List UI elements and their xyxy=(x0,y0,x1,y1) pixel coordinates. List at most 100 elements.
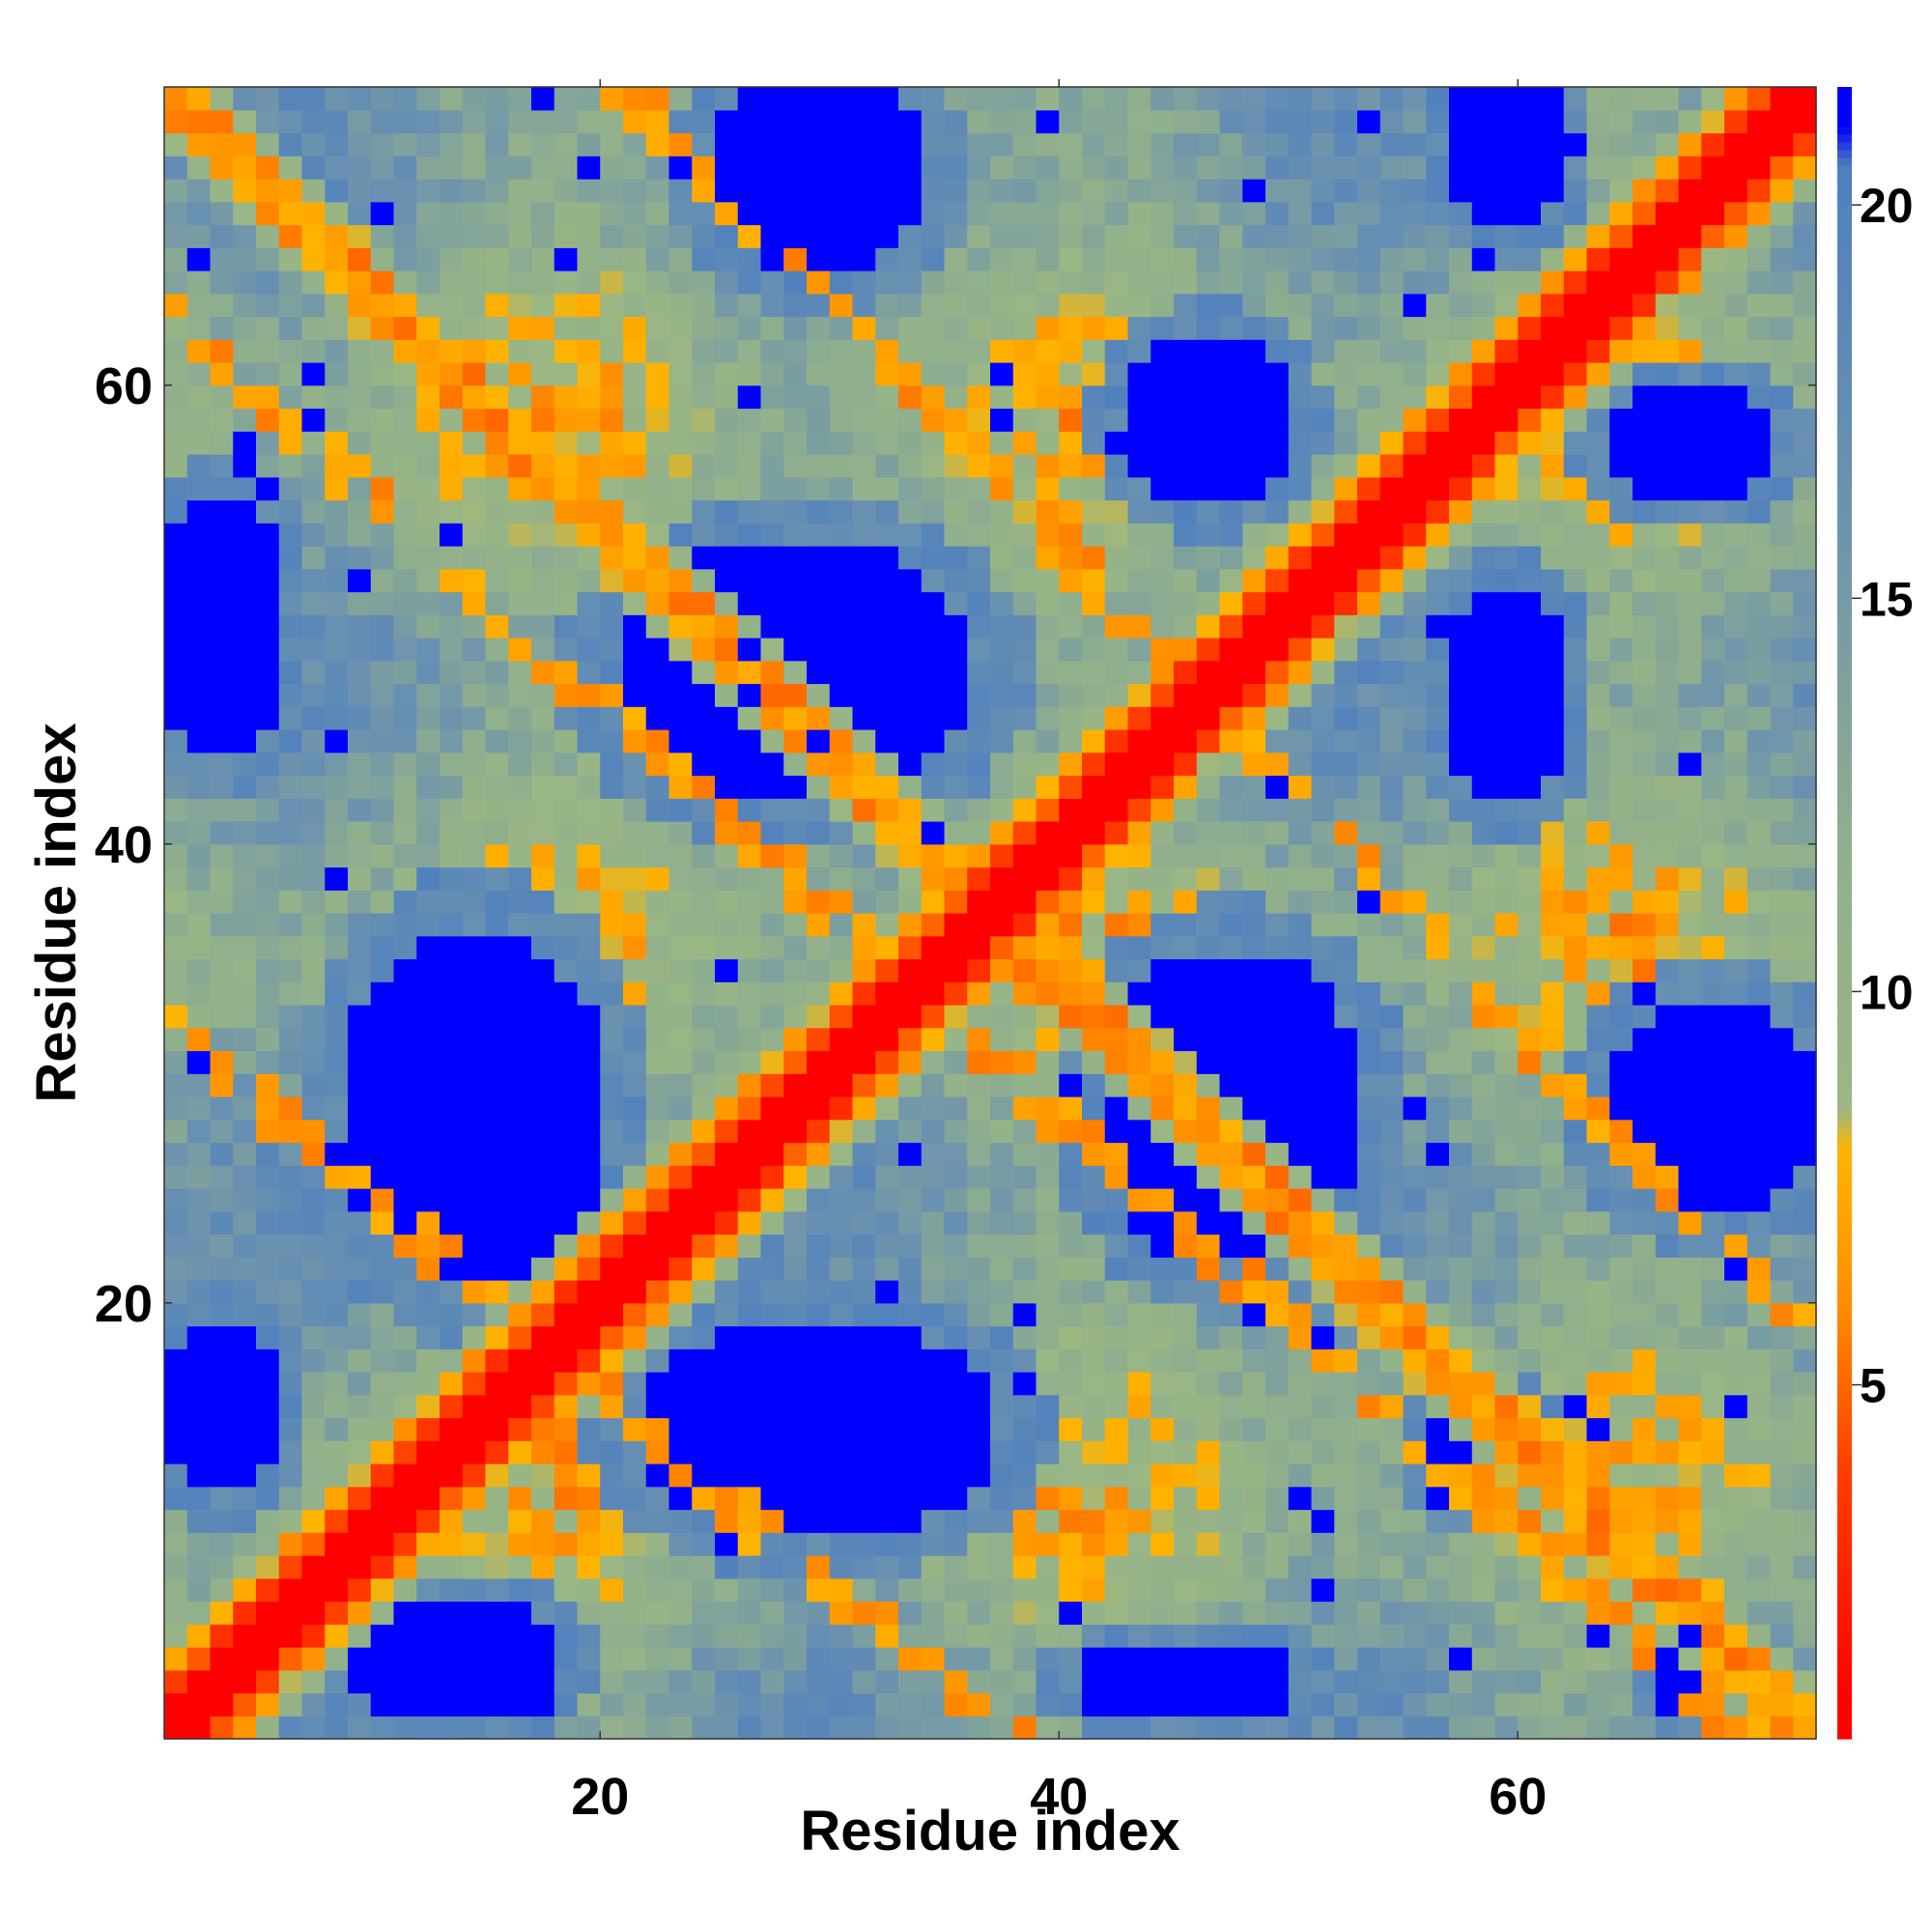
heatmap-cell xyxy=(1059,1119,1083,1144)
heatmap-cell xyxy=(944,958,968,982)
heatmap-cell xyxy=(1127,1647,1151,1671)
heatmap-cell xyxy=(1541,384,1565,410)
heatmap-cell xyxy=(1151,339,1175,363)
heatmap-cell xyxy=(440,1669,464,1694)
heatmap-cell xyxy=(990,935,1014,960)
heatmap-cell xyxy=(1104,683,1129,707)
heatmap-cell xyxy=(325,431,349,455)
heatmap-cell xyxy=(1265,499,1290,524)
heatmap-cell xyxy=(898,339,923,363)
heatmap-cell xyxy=(990,1417,1014,1441)
heatmap-cell xyxy=(1059,798,1083,822)
heatmap-cell xyxy=(462,706,487,730)
heatmap-cell xyxy=(852,1096,876,1121)
heatmap-cell xyxy=(440,1417,464,1441)
heatmap-cell xyxy=(1563,339,1588,363)
heatmap-cell xyxy=(1104,1119,1129,1144)
heatmap-cell xyxy=(944,293,968,318)
heatmap-cell xyxy=(1151,247,1175,271)
heatmap-cell xyxy=(325,568,349,593)
heatmap-cell xyxy=(1678,1234,1702,1258)
heatmap-cell xyxy=(1609,1280,1634,1304)
heatmap-cell xyxy=(967,1555,991,1579)
heatmap-cell xyxy=(577,523,601,547)
heatmap-cell xyxy=(760,201,784,226)
heatmap-cell xyxy=(1242,1394,1266,1419)
heatmap-cell xyxy=(967,913,991,937)
heatmap-cell xyxy=(645,1509,670,1533)
heatmap-cell xyxy=(1219,247,1243,271)
heatmap-cell xyxy=(921,247,946,271)
heatmap-cell xyxy=(1334,591,1358,615)
heatmap-cell xyxy=(1012,1302,1037,1327)
heatmap-cell xyxy=(1288,798,1313,822)
heatmap-cell xyxy=(1541,201,1565,226)
heatmap-cell xyxy=(1471,1486,1496,1511)
heatmap-cell xyxy=(531,109,555,134)
heatmap-cell xyxy=(1219,431,1243,455)
heatmap-cell xyxy=(1541,1302,1565,1327)
heatmap-cell xyxy=(554,867,579,891)
heatmap-cell xyxy=(1357,935,1381,960)
heatmap-cell xyxy=(1563,270,1588,295)
heatmap-cell xyxy=(1426,109,1450,134)
heatmap-cell xyxy=(1334,614,1358,639)
heatmap-cell xyxy=(1288,384,1313,410)
heatmap-cell xyxy=(1678,1280,1702,1304)
heatmap-cell xyxy=(1288,1349,1313,1373)
heatmap-cell xyxy=(760,408,784,432)
heatmap-cell xyxy=(210,454,234,478)
heatmap-cell xyxy=(783,752,808,777)
heatmap-cell xyxy=(645,1142,670,1166)
heatmap-cell xyxy=(944,1280,968,1304)
heatmap-cell xyxy=(1449,890,1473,914)
heatmap-cell xyxy=(1518,339,1542,363)
heatmap-cell xyxy=(164,981,188,1006)
heatmap-cell xyxy=(301,798,326,822)
heatmap-cell xyxy=(554,1280,579,1304)
heatmap-cell xyxy=(164,1647,188,1671)
heatmap-cell xyxy=(1242,660,1266,685)
heatmap-cell xyxy=(967,247,991,271)
heatmap-cell xyxy=(1379,775,1405,799)
heatmap-cell xyxy=(1403,660,1427,685)
heatmap-cell xyxy=(485,1509,509,1533)
heatmap-cell xyxy=(623,1555,647,1579)
heatmap-cell xyxy=(485,132,509,156)
heatmap-cell xyxy=(1288,1372,1313,1396)
heatmap-cell xyxy=(1242,1302,1266,1327)
heatmap-cell xyxy=(1219,362,1243,386)
heatmap-cell xyxy=(1541,179,1565,203)
heatmap-cell xyxy=(715,614,739,639)
heatmap-cell xyxy=(1426,1577,1450,1603)
heatmap-cell xyxy=(1403,1280,1427,1304)
heatmap-cell xyxy=(1563,1234,1588,1258)
heatmap-cell xyxy=(1059,1417,1083,1441)
heatmap-cell xyxy=(416,408,440,432)
heatmap-cell xyxy=(210,132,234,156)
heatmap-cell xyxy=(1471,546,1496,570)
heatmap-cell xyxy=(278,476,303,501)
heatmap-cell xyxy=(898,591,923,615)
heatmap-cell xyxy=(1219,1669,1243,1694)
heatmap-cell xyxy=(531,454,555,478)
heatmap-cell xyxy=(807,843,831,868)
heatmap-cell xyxy=(1012,1372,1037,1396)
heatmap-cell xyxy=(1724,316,1748,340)
heatmap-cell xyxy=(1104,476,1129,501)
heatmap-cell xyxy=(1655,156,1680,180)
heatmap-cell xyxy=(1288,1119,1313,1144)
heatmap-cell xyxy=(1151,1302,1175,1327)
heatmap-cell xyxy=(1082,1302,1106,1327)
heatmap-cell xyxy=(508,523,532,547)
heatmap-cell xyxy=(1219,1486,1243,1511)
heatmap-cell xyxy=(1449,1509,1473,1533)
heatmap-cell xyxy=(1082,87,1106,111)
heatmap-cell xyxy=(1311,1372,1335,1396)
heatmap-cell xyxy=(1334,431,1358,455)
heatmap-cell xyxy=(944,913,968,937)
heatmap-cell xyxy=(1311,660,1335,685)
heatmap-cell xyxy=(898,1601,923,1625)
heatmap-cell xyxy=(1265,523,1290,547)
heatmap-cell xyxy=(210,935,234,960)
